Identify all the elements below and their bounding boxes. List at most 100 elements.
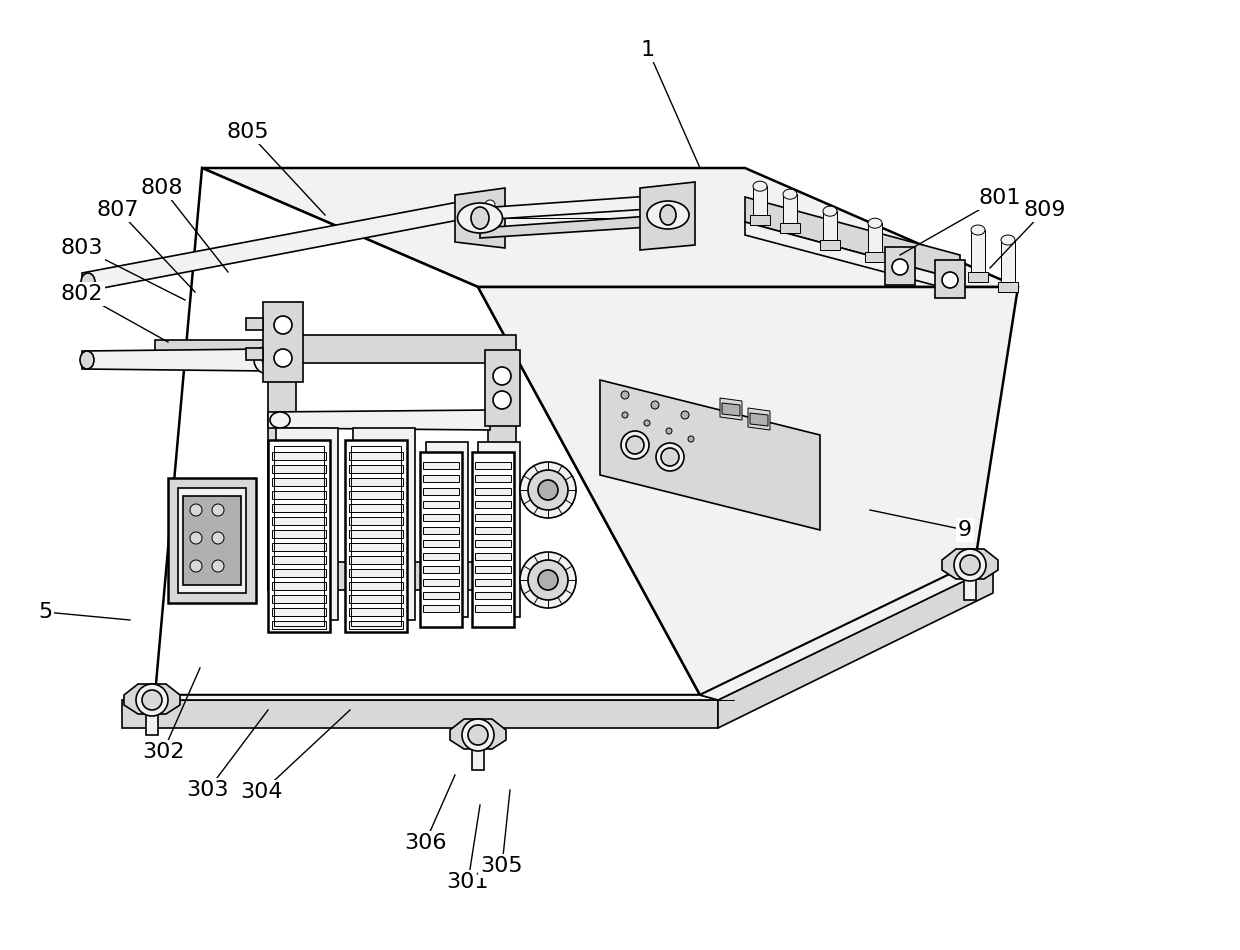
- Circle shape: [621, 431, 649, 459]
- Polygon shape: [753, 186, 768, 215]
- Ellipse shape: [660, 205, 676, 225]
- Polygon shape: [348, 452, 403, 460]
- Polygon shape: [718, 567, 993, 728]
- Polygon shape: [348, 621, 403, 629]
- Circle shape: [520, 552, 577, 608]
- Ellipse shape: [81, 351, 94, 369]
- Polygon shape: [475, 475, 511, 482]
- Polygon shape: [122, 695, 718, 700]
- Text: 302: 302: [141, 742, 185, 762]
- Polygon shape: [820, 240, 839, 250]
- Circle shape: [277, 415, 286, 425]
- Text: 802: 802: [61, 284, 103, 304]
- Circle shape: [892, 259, 908, 275]
- Polygon shape: [477, 287, 1018, 695]
- Polygon shape: [348, 556, 403, 564]
- Polygon shape: [272, 517, 326, 525]
- Polygon shape: [475, 540, 511, 547]
- Polygon shape: [272, 452, 326, 460]
- Polygon shape: [345, 440, 407, 632]
- Circle shape: [681, 411, 689, 419]
- Ellipse shape: [458, 203, 502, 233]
- Polygon shape: [423, 488, 459, 495]
- Polygon shape: [202, 168, 1018, 287]
- Text: 801: 801: [978, 188, 1022, 208]
- Polygon shape: [122, 700, 718, 728]
- Polygon shape: [277, 428, 339, 620]
- Polygon shape: [423, 605, 459, 612]
- Polygon shape: [866, 252, 885, 262]
- Ellipse shape: [81, 273, 95, 291]
- Polygon shape: [272, 582, 326, 590]
- Polygon shape: [348, 543, 403, 551]
- Polygon shape: [475, 566, 511, 573]
- Polygon shape: [475, 579, 511, 586]
- Polygon shape: [272, 608, 326, 616]
- Polygon shape: [272, 543, 326, 551]
- Text: 808: 808: [141, 178, 184, 198]
- Polygon shape: [348, 465, 403, 473]
- Circle shape: [494, 367, 511, 385]
- Polygon shape: [971, 230, 985, 272]
- Polygon shape: [268, 440, 330, 632]
- Circle shape: [190, 532, 202, 544]
- Circle shape: [528, 470, 568, 510]
- Polygon shape: [750, 215, 770, 225]
- Circle shape: [485, 200, 495, 210]
- Circle shape: [262, 354, 274, 366]
- Polygon shape: [942, 549, 998, 579]
- Polygon shape: [246, 318, 263, 330]
- Polygon shape: [423, 553, 459, 560]
- Polygon shape: [475, 527, 511, 534]
- Polygon shape: [272, 569, 326, 577]
- Polygon shape: [348, 608, 403, 616]
- Circle shape: [666, 428, 672, 434]
- Circle shape: [651, 401, 658, 409]
- Polygon shape: [423, 501, 459, 508]
- Polygon shape: [720, 398, 742, 420]
- Polygon shape: [640, 182, 694, 250]
- Circle shape: [661, 448, 680, 466]
- Circle shape: [274, 349, 291, 367]
- Circle shape: [212, 532, 224, 544]
- Polygon shape: [475, 553, 511, 560]
- Circle shape: [644, 420, 650, 426]
- Polygon shape: [246, 348, 263, 360]
- Polygon shape: [475, 501, 511, 508]
- Polygon shape: [268, 410, 490, 430]
- Polygon shape: [272, 530, 326, 538]
- Polygon shape: [423, 475, 459, 482]
- Circle shape: [942, 272, 959, 288]
- Ellipse shape: [471, 207, 489, 229]
- Polygon shape: [348, 478, 403, 486]
- Polygon shape: [420, 452, 463, 627]
- Polygon shape: [745, 197, 960, 280]
- Polygon shape: [263, 302, 303, 382]
- Polygon shape: [146, 714, 157, 735]
- Polygon shape: [423, 566, 459, 573]
- Polygon shape: [423, 527, 459, 534]
- Text: 5: 5: [38, 602, 52, 622]
- Polygon shape: [155, 168, 701, 695]
- Polygon shape: [353, 428, 415, 620]
- Circle shape: [688, 436, 694, 442]
- Ellipse shape: [753, 181, 768, 191]
- Polygon shape: [155, 340, 268, 368]
- Circle shape: [254, 346, 281, 374]
- Circle shape: [656, 443, 684, 471]
- Text: 304: 304: [241, 782, 283, 802]
- Polygon shape: [475, 592, 511, 599]
- Polygon shape: [179, 488, 246, 593]
- Polygon shape: [748, 408, 770, 430]
- Polygon shape: [782, 194, 797, 223]
- Polygon shape: [963, 579, 976, 600]
- Polygon shape: [272, 478, 326, 486]
- Circle shape: [136, 684, 167, 716]
- Polygon shape: [124, 684, 180, 714]
- Circle shape: [274, 316, 291, 334]
- Polygon shape: [472, 749, 484, 770]
- Polygon shape: [701, 562, 993, 700]
- Text: 1: 1: [641, 40, 655, 60]
- Polygon shape: [935, 260, 965, 298]
- Circle shape: [954, 549, 986, 581]
